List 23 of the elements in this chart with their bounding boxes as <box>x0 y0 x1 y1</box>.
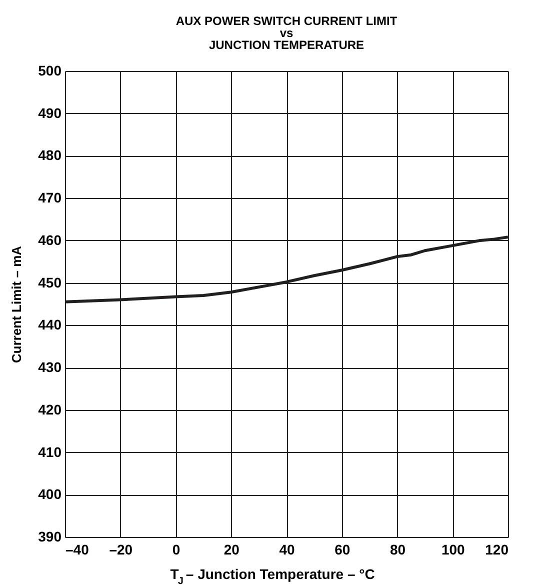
y-tick-label: 480 <box>38 147 62 164</box>
y-tick-label: 500 <box>38 62 62 78</box>
y-tick-label: 390 <box>38 528 62 544</box>
chart-title: AUX POWER SWITCH CURRENT LIMIT vs JUNCTION TEMPERATURE <box>176 14 398 52</box>
y-tick-label: 450 <box>38 274 62 290</box>
y-tick-label: 410 <box>38 444 62 460</box>
x-tick-label: 120 <box>485 542 509 558</box>
x-tick-label: 0 <box>172 542 180 558</box>
x-tick-label: 100 <box>441 542 466 558</box>
y-axis-title: Current Limit – mA <box>9 245 24 364</box>
y-tick-label: 420 <box>38 401 62 418</box>
y-tick-label: 460 <box>38 232 62 248</box>
y-tick-label: 490 <box>38 104 62 121</box>
y-tick-label: 440 <box>38 316 62 333</box>
y-tick-label: 430 <box>38 359 62 376</box>
x-tick-label: –20 <box>109 542 133 558</box>
y-tick-label: 400 <box>38 486 62 502</box>
x-tick-label: 20 <box>224 542 240 558</box>
x-tick-label: 80 <box>390 542 406 558</box>
x-tick-label: 60 <box>334 542 350 558</box>
x-tick-label: 40 <box>279 542 295 558</box>
y-tick-label: 470 <box>38 190 62 206</box>
x-tick-label: –40 <box>66 542 90 558</box>
